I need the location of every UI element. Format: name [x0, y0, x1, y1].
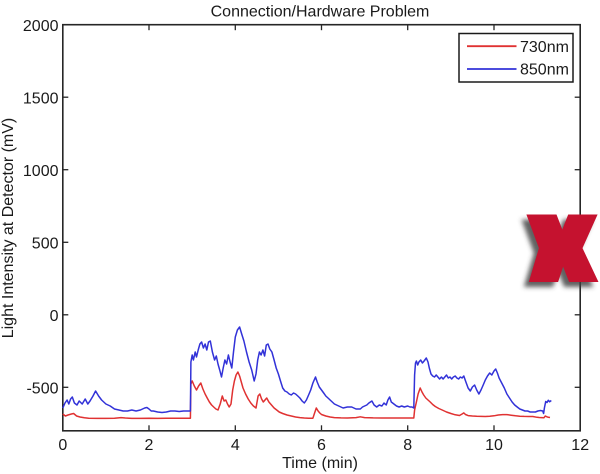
- svg-text:1500: 1500: [23, 90, 59, 107]
- svg-text:6: 6: [317, 437, 326, 454]
- svg-text:0: 0: [58, 437, 67, 454]
- svg-text:2000: 2000: [23, 18, 59, 35]
- svg-text:8: 8: [403, 437, 412, 454]
- svg-text:12: 12: [571, 437, 589, 454]
- svg-text:500: 500: [32, 235, 59, 252]
- svg-text:Connection/Hardware Problem: Connection/Hardware Problem: [211, 4, 430, 21]
- svg-text:730nm: 730nm: [520, 39, 569, 56]
- svg-text:-500: -500: [26, 380, 58, 397]
- svg-text:850nm: 850nm: [520, 62, 569, 79]
- svg-text:Light Intensity at Detector (m: Light Intensity at Detector (mV): [0, 118, 17, 339]
- svg-text:0: 0: [50, 308, 59, 325]
- svg-text:2: 2: [145, 437, 154, 454]
- svg-text:1000: 1000: [23, 163, 59, 180]
- svg-text:4: 4: [231, 437, 240, 454]
- svg-text:10: 10: [485, 437, 503, 454]
- svg-text:Time (min): Time (min): [282, 455, 358, 472]
